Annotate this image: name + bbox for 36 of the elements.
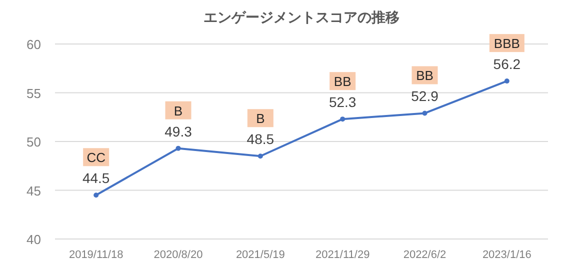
y-tick-label: 60: [26, 37, 41, 52]
point: [504, 78, 510, 84]
grade: BBB: [489, 34, 524, 52]
data-label: 48.5: [246, 131, 274, 148]
y-tick-label: 50: [26, 134, 41, 150]
y-tick-label: 40: [26, 232, 41, 247]
grade: B: [165, 101, 192, 120]
grade: CC: [83, 148, 110, 166]
chart-title: エンゲージメントスコアの推移: [204, 9, 400, 25]
grade: B: [247, 109, 274, 128]
annotation: BB: [416, 68, 434, 84]
data-label: 56.2: [493, 56, 521, 72]
data-label: 52.3: [328, 94, 356, 110]
point: [94, 192, 99, 198]
annotation: BBB: [494, 36, 520, 52]
data-label: 44.5: [82, 170, 110, 186]
annotation: CC: [86, 150, 106, 166]
grade: BB: [412, 66, 438, 84]
y-tick-label: 45: [26, 183, 41, 198]
x-tick-label: 2023/1/16: [482, 249, 532, 261]
x-tick-label: 2019/11/18: [68, 249, 124, 261]
annotation: B: [256, 111, 265, 126]
annotation: BB: [334, 74, 352, 90]
x-tick-label: 2022/6/2: [403, 249, 446, 261]
x-tick-label: 2021/11/29: [315, 249, 370, 261]
x-tick-label: 2020/8/20: [154, 249, 203, 261]
point: [176, 146, 181, 151]
data-label: 49.3: [164, 123, 192, 140]
grade: BB: [330, 72, 356, 90]
annotation: B: [174, 103, 183, 118]
x-tick-label: 2021/5/19: [236, 249, 285, 261]
data-label: 52.9: [411, 88, 439, 104]
point: [258, 154, 263, 159]
point: [340, 116, 346, 122]
point: [422, 110, 428, 116]
y-tick-label: 55: [26, 86, 41, 101]
